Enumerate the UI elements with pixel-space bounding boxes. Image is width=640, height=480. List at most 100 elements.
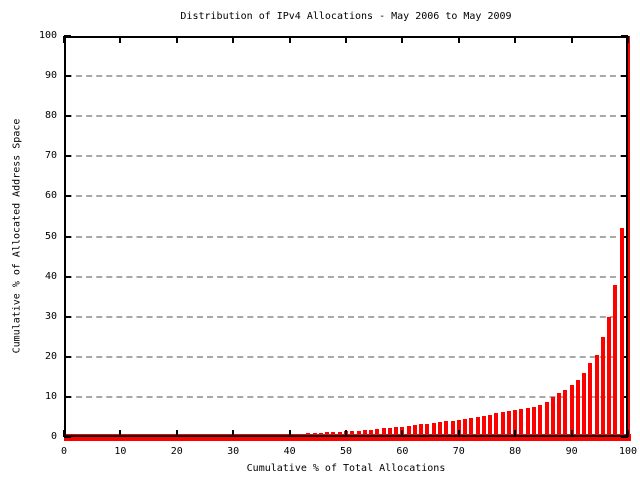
bar xyxy=(475,416,480,437)
bar xyxy=(450,420,455,437)
x-tick-label: 70 xyxy=(452,446,465,457)
plot-frame xyxy=(64,36,628,437)
tick-mark xyxy=(401,430,404,437)
tick-mark xyxy=(345,36,347,43)
gridline xyxy=(66,315,626,318)
tick-mark xyxy=(621,436,628,438)
bar xyxy=(607,316,612,437)
tick-mark xyxy=(64,195,71,198)
tick-mark xyxy=(621,395,628,398)
tick-mark xyxy=(621,355,628,358)
y-tick-label: 80 xyxy=(44,110,57,122)
bar xyxy=(513,409,518,437)
y-tick-label: 40 xyxy=(44,270,57,282)
x-tick-label: 30 xyxy=(227,446,240,457)
x-tick-label: 10 xyxy=(114,446,127,457)
gridline xyxy=(66,75,626,78)
plot-area xyxy=(63,35,631,441)
x-tick-label: 0 xyxy=(60,446,68,457)
bar xyxy=(544,401,549,437)
bar xyxy=(494,413,499,437)
tick-mark xyxy=(621,235,628,238)
tick-mark xyxy=(64,235,71,238)
tick-mark xyxy=(175,430,178,437)
tick-mark xyxy=(119,430,122,437)
tick-mark xyxy=(64,436,71,438)
gridline xyxy=(66,155,626,158)
y-tick-label: 30 xyxy=(44,310,57,322)
tick-mark xyxy=(627,36,629,43)
tick-mark xyxy=(63,36,65,43)
tick-mark xyxy=(621,155,628,158)
tick-mark xyxy=(64,155,71,158)
tick-mark xyxy=(570,430,573,437)
bar xyxy=(525,408,530,437)
tick-mark xyxy=(345,430,347,437)
bar xyxy=(406,425,411,437)
bar xyxy=(456,419,461,437)
bar xyxy=(557,392,562,437)
tick-mark xyxy=(64,275,71,278)
bar xyxy=(419,424,424,437)
tick-mark xyxy=(621,195,628,198)
bar xyxy=(438,422,443,437)
bar xyxy=(519,408,524,437)
tick-mark xyxy=(627,430,629,437)
y-tick-label: 90 xyxy=(44,70,57,82)
gridline xyxy=(66,275,626,278)
bar xyxy=(488,414,493,437)
tick-mark xyxy=(621,115,628,118)
x-tick-label: 40 xyxy=(283,446,296,457)
bar xyxy=(381,428,386,437)
bar xyxy=(325,432,330,437)
bar xyxy=(469,417,474,437)
tick-mark xyxy=(621,75,628,78)
bar xyxy=(531,406,536,437)
bar xyxy=(619,228,624,437)
tick-mark xyxy=(119,36,122,43)
bar xyxy=(600,336,605,437)
bar xyxy=(356,430,361,437)
tick-mark xyxy=(175,36,178,43)
bar xyxy=(463,418,468,437)
tick-mark xyxy=(288,36,291,43)
tick-mark xyxy=(401,36,404,43)
bar xyxy=(500,412,505,437)
bar xyxy=(563,390,568,437)
bar xyxy=(550,396,555,437)
gridline xyxy=(66,235,626,238)
gridline xyxy=(66,195,626,198)
gridline xyxy=(66,355,626,358)
tick-mark xyxy=(621,275,628,278)
tick-mark xyxy=(457,36,460,43)
bar xyxy=(444,421,449,437)
baseline-strip xyxy=(64,434,631,441)
bar xyxy=(318,432,323,437)
x-tick-label: 90 xyxy=(565,446,578,457)
gridline xyxy=(66,395,626,398)
tick-mark xyxy=(288,430,291,437)
tick-mark xyxy=(232,36,235,43)
tick-mark xyxy=(64,115,71,118)
chart-title: Distribution of IPv4 Allocations - May 2… xyxy=(180,11,512,22)
tick-mark xyxy=(64,395,71,398)
gridline xyxy=(66,115,626,118)
bar xyxy=(350,430,355,437)
bar xyxy=(613,284,618,437)
bar xyxy=(594,354,599,437)
x-tick-label: 80 xyxy=(509,446,522,457)
bar xyxy=(569,384,574,437)
tick-mark xyxy=(64,75,71,78)
y-tick-label: 0 xyxy=(50,431,57,442)
tick-mark xyxy=(232,430,235,437)
bar xyxy=(626,36,630,437)
y-tick-label: 70 xyxy=(44,150,57,162)
y-tick-label: 50 xyxy=(44,230,57,242)
x-axis-title: Cumulative % of Total Allocations xyxy=(246,463,446,474)
x-tick-label: 20 xyxy=(170,446,183,457)
bar xyxy=(362,430,367,437)
bar xyxy=(412,425,417,437)
y-tick-label: 10 xyxy=(44,390,57,402)
bar xyxy=(369,429,374,437)
